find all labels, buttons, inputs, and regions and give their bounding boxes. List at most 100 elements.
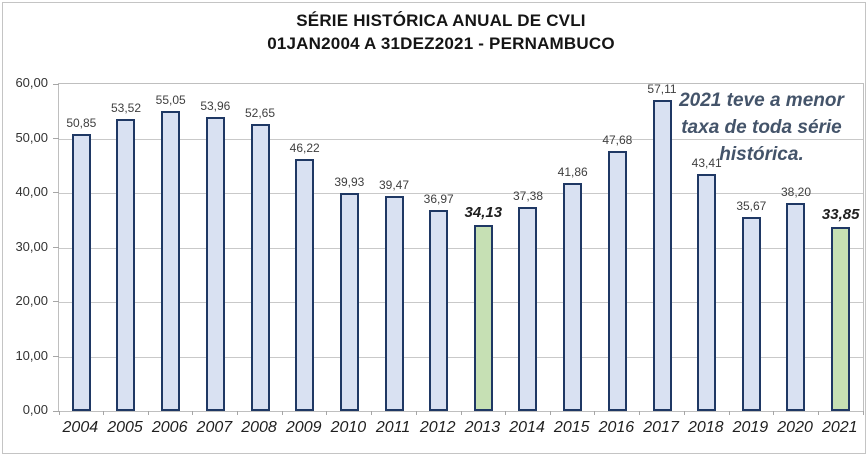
chart-subtitle: 01JAN2004 A 31DEZ2021 - PERNAMBUCO — [267, 34, 615, 53]
bar-value-label-2014: 37,38 — [512, 189, 544, 204]
y-tick-label: 30,00 — [15, 238, 48, 254]
chart-title-block: SÉRIE HISTÓRICA ANUAL DE CVLI 01JAN2004 … — [41, 9, 841, 55]
y-axis-tick — [53, 410, 59, 412]
bar-2005 — [116, 119, 136, 411]
bar-value-label-2013: 34,13 — [464, 204, 503, 221]
x-axis-tick — [505, 411, 507, 415]
annotation-line: histórica. — [719, 144, 804, 165]
bar-value-label-2010: 39,93 — [334, 175, 365, 190]
x-axis-tick — [460, 411, 462, 415]
x-year-label-2016: 2016 — [598, 419, 635, 436]
bar-2017 — [652, 99, 672, 411]
x-axis-tick — [773, 411, 775, 415]
x-year-label-2018: 2018 — [687, 419, 724, 436]
gridline — [59, 356, 863, 358]
bar-2008 — [250, 124, 270, 411]
annotation-line: 2021 teve a menor — [679, 90, 844, 111]
bar-2010 — [339, 193, 359, 411]
bar-2014 — [518, 207, 538, 411]
y-tick-label: 60,00 — [15, 75, 48, 90]
bar-2004 — [71, 133, 91, 411]
bar-2006 — [161, 110, 181, 411]
x-axis-tick — [594, 411, 596, 415]
gridline — [59, 302, 863, 303]
x-year-label-2006: 2006 — [151, 419, 188, 436]
y-tick-label: 50,00 — [15, 129, 48, 145]
bar-value-label-2012: 36,97 — [423, 191, 454, 206]
bar-value-label-2011: 39,47 — [378, 177, 410, 192]
y-axis-tick — [53, 137, 59, 139]
bar-value-label-2007: 53,96 — [200, 98, 231, 113]
bar-value-label-2009: 46,22 — [289, 141, 320, 156]
bar-value-label-2017: 57,11 — [647, 81, 677, 96]
y-axis-tick — [53, 301, 59, 303]
x-year-label-2007: 2007 — [196, 419, 233, 436]
x-year-label-2021: 2021 — [821, 419, 858, 436]
annotation-text: 2021 teve a menor taxa de toda série histó… — [660, 87, 863, 168]
bar-2016 — [607, 151, 627, 411]
bar-2007 — [205, 116, 225, 411]
bar-2019 — [741, 216, 761, 411]
annotation-line: taxa de toda série — [681, 117, 842, 138]
bar-2012 — [429, 209, 449, 411]
x-year-label-2005: 2005 — [107, 419, 143, 436]
x-axis-tick — [639, 411, 641, 415]
x-axis-tick — [862, 411, 864, 415]
bar-value-label-2018: 43,41 — [691, 156, 722, 171]
bar-value-label-2004: 50,85 — [66, 115, 97, 130]
x-axis-tick — [549, 411, 551, 415]
x-axis-tick — [371, 411, 373, 415]
gridline — [59, 193, 863, 194]
x-year-label-2014: 2014 — [509, 419, 545, 436]
y-axis-tick — [53, 247, 59, 248]
bar-value-label-2005: 53,52 — [110, 101, 141, 116]
bar-value-label-2021: 33,85 — [821, 205, 860, 223]
x-axis-tick — [237, 411, 239, 415]
y-tick-label: 20,00 — [15, 293, 48, 308]
x-axis-tick — [728, 411, 730, 415]
gridline — [59, 247, 863, 249]
x-axis-tick — [326, 411, 328, 415]
bar-2009 — [295, 159, 315, 411]
chart-title: SÉRIE HISTÓRICA ANUAL DE CVLI — [296, 11, 586, 30]
x-year-label-2013: 2013 — [464, 419, 501, 436]
x-year-label-2009: 2009 — [285, 419, 322, 436]
x-axis-tick — [58, 411, 60, 415]
x-year-label-2011: 2011 — [375, 419, 411, 436]
x-year-label-2012: 2012 — [419, 419, 456, 436]
x-axis-tick — [103, 411, 105, 415]
x-year-label-2010: 2010 — [330, 419, 367, 436]
x-axis-tick — [281, 411, 283, 415]
y-axis-tick — [53, 356, 59, 357]
bar-2013 — [473, 225, 493, 411]
x-year-label-2020: 2020 — [777, 419, 813, 436]
y-tick-label: 0,00 — [22, 402, 48, 417]
bar-2011 — [384, 195, 404, 411]
y-axis-tick — [53, 192, 59, 194]
x-year-label-2019: 2019 — [732, 419, 769, 436]
bar-value-label-2006: 55,05 — [155, 92, 186, 107]
y-tick-label: 40,00 — [15, 184, 48, 199]
x-year-label-2004: 2004 — [62, 419, 99, 436]
x-year-label-2008: 2008 — [241, 419, 277, 436]
x-year-label-2015: 2015 — [553, 419, 590, 436]
x-axis-tick — [415, 411, 417, 415]
bar-value-label-2016: 47,68 — [602, 133, 633, 148]
x-axis-labels: 2004 2005 2006 2007 2008 2009 2010 2011 2012 2013… — [58, 419, 862, 437]
plot-area: 50,85 53,52 55,05 53,96 52,65 46,22 39,93 39,47… — [53, 81, 864, 415]
bar-2021 — [831, 226, 851, 411]
bar-value-label-2020: 38,20 — [780, 184, 812, 199]
bar-value-label-2015: 41,86 — [557, 164, 588, 179]
x-axis-tick — [817, 411, 819, 415]
y-axis-labels: 60,00 50,00 40,00 30,00 20,00 10,00 0,00 — [0, 75, 48, 417]
y-tick-label: 10,00 — [15, 347, 48, 363]
bar-value-label-2019: 35,67 — [736, 198, 767, 213]
x-year-label-2017: 2017 — [643, 419, 679, 436]
bar-2015 — [563, 182, 583, 411]
x-axis-tick — [683, 411, 685, 415]
y-axis-tick — [53, 83, 59, 85]
x-axis-tick — [147, 411, 149, 415]
bar-value-label-2008: 52,65 — [244, 106, 276, 121]
bar-2018 — [697, 174, 717, 411]
